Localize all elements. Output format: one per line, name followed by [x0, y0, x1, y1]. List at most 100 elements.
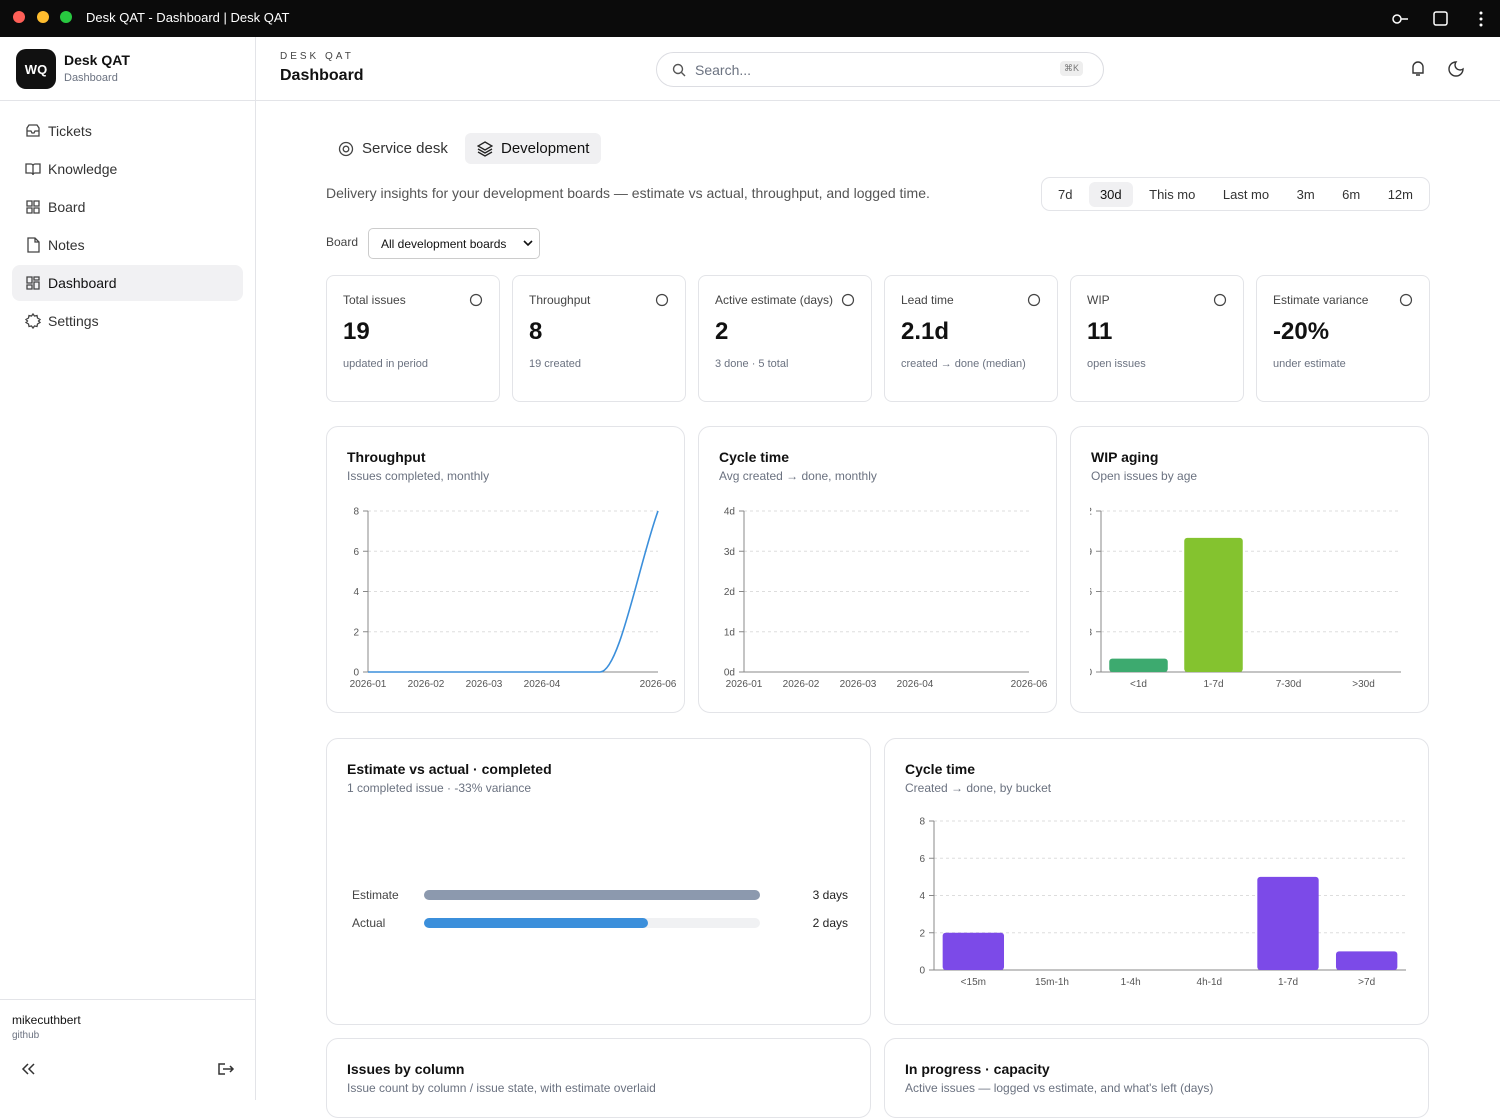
chart-card: Estimate vs actual · completed 1 complete…: [326, 738, 871, 1025]
x-tick-label: <1d: [1130, 679, 1147, 690]
kpi-value: 19: [343, 318, 370, 345]
header-icons[interactable]: [1408, 59, 1468, 79]
search-box[interactable]: Search... ⌘K: [656, 52, 1104, 87]
search-placeholder: Search...: [695, 62, 752, 78]
nav-item[interactable]: Board: [12, 189, 243, 225]
nav-icon: [25, 163, 41, 176]
app-name: Desk QAT: [64, 52, 130, 68]
tab-icon: [338, 141, 354, 157]
eyebrow: DESK QAT: [280, 51, 354, 62]
nav-label: Board: [48, 199, 86, 215]
nav-icon: [24, 312, 42, 330]
user-name: mikecuthbert: [12, 1013, 81, 1027]
icon-shape: [655, 293, 669, 307]
kpi-icon: [1027, 293, 1041, 307]
range-option[interactable]: 6m: [1342, 186, 1361, 202]
range-option[interactable]: Last mo: [1222, 186, 1270, 202]
y-tick-label: 2: [353, 627, 359, 638]
y-tick-label: 8: [353, 507, 359, 518]
description: Delivery insights for your development b…: [326, 185, 930, 201]
bar: [424, 918, 648, 928]
line: [368, 510, 659, 673]
range-option[interactable]: 7d: [1058, 186, 1073, 202]
y-tick-label: 0: [353, 668, 359, 679]
search-icon: [672, 63, 686, 77]
kpi-value: 2.1d: [901, 318, 950, 345]
kpi-value: 8: [529, 318, 543, 345]
bar: [424, 890, 760, 900]
x-tick-label: 7-30d: [1276, 679, 1302, 690]
nav-label: Notes: [48, 237, 85, 253]
icon-path: [24, 312, 42, 330]
chart-card: Throughput Issues completed, monthly 0 2 4 6 8…: [326, 426, 685, 713]
tab[interactable]: Service desk: [338, 133, 456, 164]
nav-label: Knowledge: [48, 161, 118, 177]
chart: 0 2 4 6 8 <15m 15m-1h 1-4h 4h-1d 1-7d >7d: [919, 817, 1406, 988]
kpi-icon: [841, 293, 855, 307]
y-tick-label: 6: [353, 547, 359, 558]
x-tick-label: 4h-1d: [1197, 977, 1223, 988]
chart-subtitle: Issue count by column / issue state, wit…: [347, 1081, 656, 1095]
kpi-icon: [1213, 293, 1227, 307]
range-option[interactable]: 30d: [1088, 181, 1133, 207]
board-select[interactable]: All development boards: [368, 228, 540, 259]
y-tick-label: 8: [919, 817, 925, 828]
icon-shape: [841, 293, 855, 307]
kpi-card: WIP 11 open issues: [1070, 275, 1244, 402]
nav-item[interactable]: Settings: [12, 303, 243, 339]
x-tick-label: 2026-04: [524, 679, 561, 690]
value-label: 3 days: [813, 888, 848, 902]
x-tick-label: 2026-06: [640, 679, 677, 690]
x-tick-label: >7d: [1358, 977, 1375, 988]
chart: Estimate 3 days Actual 2 days: [352, 888, 848, 930]
chart-subtitle: Created → done, by bucket: [905, 781, 1052, 795]
nav-item[interactable]: Knowledge: [12, 151, 243, 187]
kpi-note: 19 created: [529, 358, 581, 370]
tab[interactable]: Development: [465, 133, 601, 164]
footer-icons[interactable]: [20, 1061, 240, 1077]
x-tick-label: 1-7d: [1203, 679, 1223, 690]
range-option[interactable]: 3m: [1296, 186, 1315, 202]
x-tick-label: 2026-02: [408, 679, 445, 690]
x-tick-label: <15m: [961, 977, 986, 988]
y-tick-label: 6: [919, 854, 925, 865]
browser-icons[interactable]: [1385, 8, 1495, 30]
chart-title: Issues by column: [347, 1061, 465, 1077]
nav-item[interactable]: Notes: [12, 227, 243, 263]
nav-icon: [26, 200, 40, 214]
x-tick-label: 2026-03: [840, 679, 877, 690]
window-title: Desk QAT - Dashboard | Desk QAT: [86, 10, 290, 25]
icon-path: [25, 163, 41, 176]
nav-item[interactable]: Tickets: [12, 113, 243, 149]
chart: 0d 1d 2d 3d 4d 2026-01 2026-02 2026-03 2026-04 20…: [724, 507, 1048, 691]
tab-label: Service desk: [362, 140, 448, 157]
y-tick-label: 12: [1081, 507, 1093, 518]
kpi-card: Estimate variance -20% under estimate: [1256, 275, 1430, 402]
x-tick-label: 2026-03: [466, 679, 503, 690]
kpi-value: 11: [1087, 318, 1113, 345]
bar-label: Actual: [352, 916, 385, 930]
x-tick-label: 1-7d: [1278, 977, 1298, 988]
icon-path: [26, 276, 40, 290]
divider: [0, 999, 255, 1000]
nav-icon: [27, 237, 40, 253]
nav-item[interactable]: Dashboard: [12, 265, 243, 301]
tick-labels: 0 3 6 9 12: [1081, 507, 1093, 679]
chart-title: Estimate vs actual · completed: [347, 761, 552, 777]
range-option[interactable]: 12m: [1387, 186, 1413, 202]
range-option[interactable]: This mo: [1149, 186, 1196, 202]
icon-path: [27, 237, 40, 253]
y-tick-label: 0: [1086, 668, 1092, 679]
tab-icon: [477, 141, 493, 157]
kpi-label: WIP: [1087, 293, 1110, 307]
chart-card: Issues by column Issue count by column / …: [326, 1038, 871, 1118]
nav-label: Dashboard: [48, 275, 117, 291]
window-controls[interactable]: [0, 0, 90, 37]
icon-path: [26, 124, 40, 137]
chevron: [523, 240, 533, 247]
user-provider: github: [12, 1030, 40, 1041]
icon-shape: [1213, 293, 1227, 307]
chart-title: WIP aging: [1091, 449, 1159, 465]
y-tick-label: 0d: [724, 668, 735, 679]
